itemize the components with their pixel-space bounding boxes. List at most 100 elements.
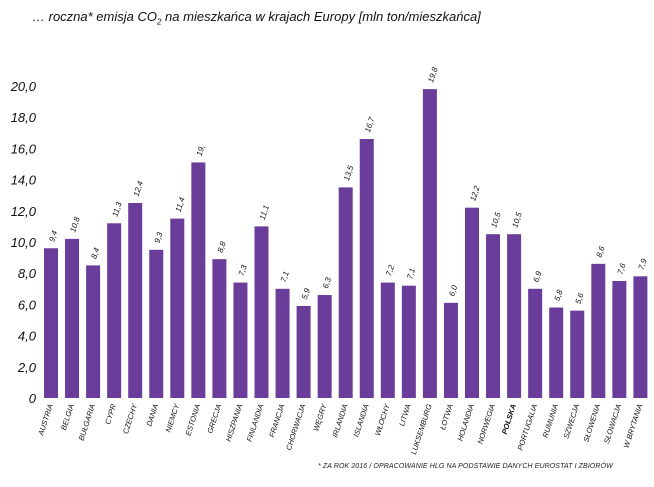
x-category-label: ŁOTWA xyxy=(438,403,455,431)
bar-value-label: 19, xyxy=(195,144,207,157)
bar xyxy=(380,282,395,398)
bar-value-label: 16,7 xyxy=(363,116,377,134)
chart-title-subscript: 2 xyxy=(156,17,162,27)
x-category-label: IRLANDIA xyxy=(330,403,349,439)
bar xyxy=(212,259,227,398)
bar-value-label: 8,4 xyxy=(89,246,101,260)
bar xyxy=(570,310,585,398)
bar-value-label: 9,3 xyxy=(153,231,165,245)
bar xyxy=(612,281,627,398)
bar xyxy=(149,249,164,398)
y-tick-label: 20,0 xyxy=(10,79,37,94)
bar xyxy=(170,218,185,398)
x-category-label: BUŁGARIA xyxy=(77,403,97,442)
footnote: * ZA ROK 2016 / OPRACOWANIE HLG NA PODST… xyxy=(318,463,613,470)
y-tick-label: 16,0 xyxy=(11,141,37,156)
bar xyxy=(86,265,101,398)
x-category-label: SŁOWENIA xyxy=(581,403,602,443)
bar xyxy=(317,295,332,398)
x-category-label: WŁOCHY xyxy=(373,402,392,437)
x-category-label: GRECJA xyxy=(205,403,223,435)
x-category-label: DANIA xyxy=(145,403,161,428)
bar xyxy=(233,282,248,398)
bar-value-label: 10,8 xyxy=(68,215,82,233)
y-tick-label: 2,0 xyxy=(17,360,37,375)
bar-value-label: 9,4 xyxy=(47,229,59,243)
x-category-label: SŁOWACJA xyxy=(602,403,623,445)
x-category-label: ESTONIA xyxy=(184,403,203,437)
bar-value-label: 7,6 xyxy=(616,262,628,276)
x-category-label: HISZPANIA xyxy=(224,403,245,443)
bar-value-label: 8,8 xyxy=(216,240,228,254)
x-category-label: BELGIA xyxy=(59,403,76,432)
bar-value-label: 13,5 xyxy=(342,164,356,182)
x-category-label: FRANCJA xyxy=(267,403,286,439)
y-tick-label: 12,0 xyxy=(11,204,37,219)
bar-value-label: 7,1 xyxy=(405,267,417,280)
bar-value-label: 8,6 xyxy=(595,245,607,259)
y-tick-label: 4,0 xyxy=(18,329,37,344)
bar xyxy=(275,288,290,398)
bar-value-label: 5,8 xyxy=(553,288,565,302)
bar-value-label: 12,4 xyxy=(132,180,146,198)
bar xyxy=(486,234,501,398)
bar xyxy=(422,89,437,399)
bar xyxy=(65,238,80,398)
bar xyxy=(338,187,353,398)
bar xyxy=(633,276,648,398)
bar-value-label: 7,3 xyxy=(237,263,249,277)
bar xyxy=(44,248,58,398)
bar-value-label: 11,4 xyxy=(174,196,187,214)
bar xyxy=(191,162,206,398)
bar-value-label: 7,2 xyxy=(384,263,396,277)
y-tick-label: 18,0 xyxy=(11,110,37,125)
x-category-label: SZWECJA xyxy=(562,403,582,440)
x-category-label: HOLANDIA xyxy=(455,403,475,442)
x-category-label: FINLANDIA xyxy=(245,403,266,443)
bar-value-label: 11,3 xyxy=(110,200,123,218)
bar-value-label: 10,5 xyxy=(510,211,524,229)
x-category-label: CZECHY xyxy=(121,402,139,435)
bar-value-label: 19,8 xyxy=(426,66,440,84)
bar-value-label: 7,9 xyxy=(637,257,649,271)
chart-title: … roczna* emisja CO2 na mieszkańca w kra… xyxy=(32,9,481,27)
x-category-label: PORTUGALIA xyxy=(516,403,539,452)
x-category-label: W BRYTANIA xyxy=(622,403,645,449)
x-category-label: AUSTRIA xyxy=(36,403,55,438)
x-category-label: NIEMCY xyxy=(164,402,182,433)
bar-value-label: 7,1 xyxy=(279,270,291,283)
bar xyxy=(359,139,374,399)
bar-value-label: 5,6 xyxy=(574,291,586,305)
bar xyxy=(549,307,564,398)
x-category-label: CHORWACJA xyxy=(284,403,307,451)
x-category-label: LUKSEMBURG xyxy=(409,403,434,456)
bar-value-label: 11,1 xyxy=(258,204,271,221)
y-tick-label: 10,0 xyxy=(11,235,37,250)
x-category-label: WĘGRY xyxy=(311,402,329,432)
bar xyxy=(591,263,606,398)
bar-value-label: 5,9 xyxy=(300,287,312,301)
bar xyxy=(443,302,458,398)
bar xyxy=(128,203,143,398)
bar xyxy=(465,207,479,398)
chart-title-prefix: … roczna* emisja CO xyxy=(32,9,157,24)
y-tick-label: 14,0 xyxy=(11,173,37,188)
bar xyxy=(507,234,522,398)
chart-title-suffix: na mieszkańca w krajach Europy [mln ton/… xyxy=(161,9,481,24)
y-tick-label: 8,0 xyxy=(18,266,37,281)
bar-value-label: 6,3 xyxy=(321,276,333,290)
y-tick-label: 0 xyxy=(29,391,37,406)
bar xyxy=(401,285,416,398)
bar-value-label: 6,0 xyxy=(447,284,459,298)
bar xyxy=(254,226,269,398)
bar xyxy=(107,223,122,398)
x-category-label: RUMUNIA xyxy=(541,403,560,439)
bar-value-label: 12,2 xyxy=(468,184,482,202)
bar xyxy=(528,288,543,398)
x-category-label: ISLANDIA xyxy=(352,403,371,438)
bar-value-label: 6,9 xyxy=(531,270,543,284)
x-category-label: CYPR xyxy=(103,402,118,425)
y-tick-label: 6,0 xyxy=(18,297,37,312)
bar-value-label: 10,5 xyxy=(489,211,503,229)
